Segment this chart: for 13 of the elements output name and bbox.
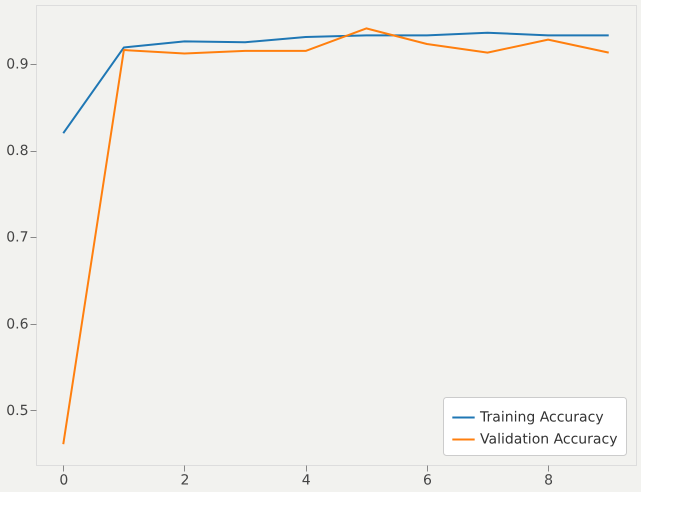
line-series xyxy=(62,32,610,134)
y-tick-label: 0.9 xyxy=(6,56,28,72)
x-tick-label: 6 xyxy=(422,472,432,488)
legend-label: Training Accuracy xyxy=(479,410,604,426)
x-tick-label: 8 xyxy=(544,472,554,488)
y-tick-label: 0.7 xyxy=(6,230,28,246)
x-tick-label: 4 xyxy=(302,472,311,488)
legend-label: Validation Accuracy xyxy=(480,432,618,448)
y-tick-label: 0.5 xyxy=(6,402,28,419)
x-tick-label: 2 xyxy=(180,472,190,488)
x-tick-label: 0 xyxy=(59,472,68,488)
y-tick-label: 0.8 xyxy=(6,143,28,160)
y-tick-label: 0.6 xyxy=(6,316,29,332)
